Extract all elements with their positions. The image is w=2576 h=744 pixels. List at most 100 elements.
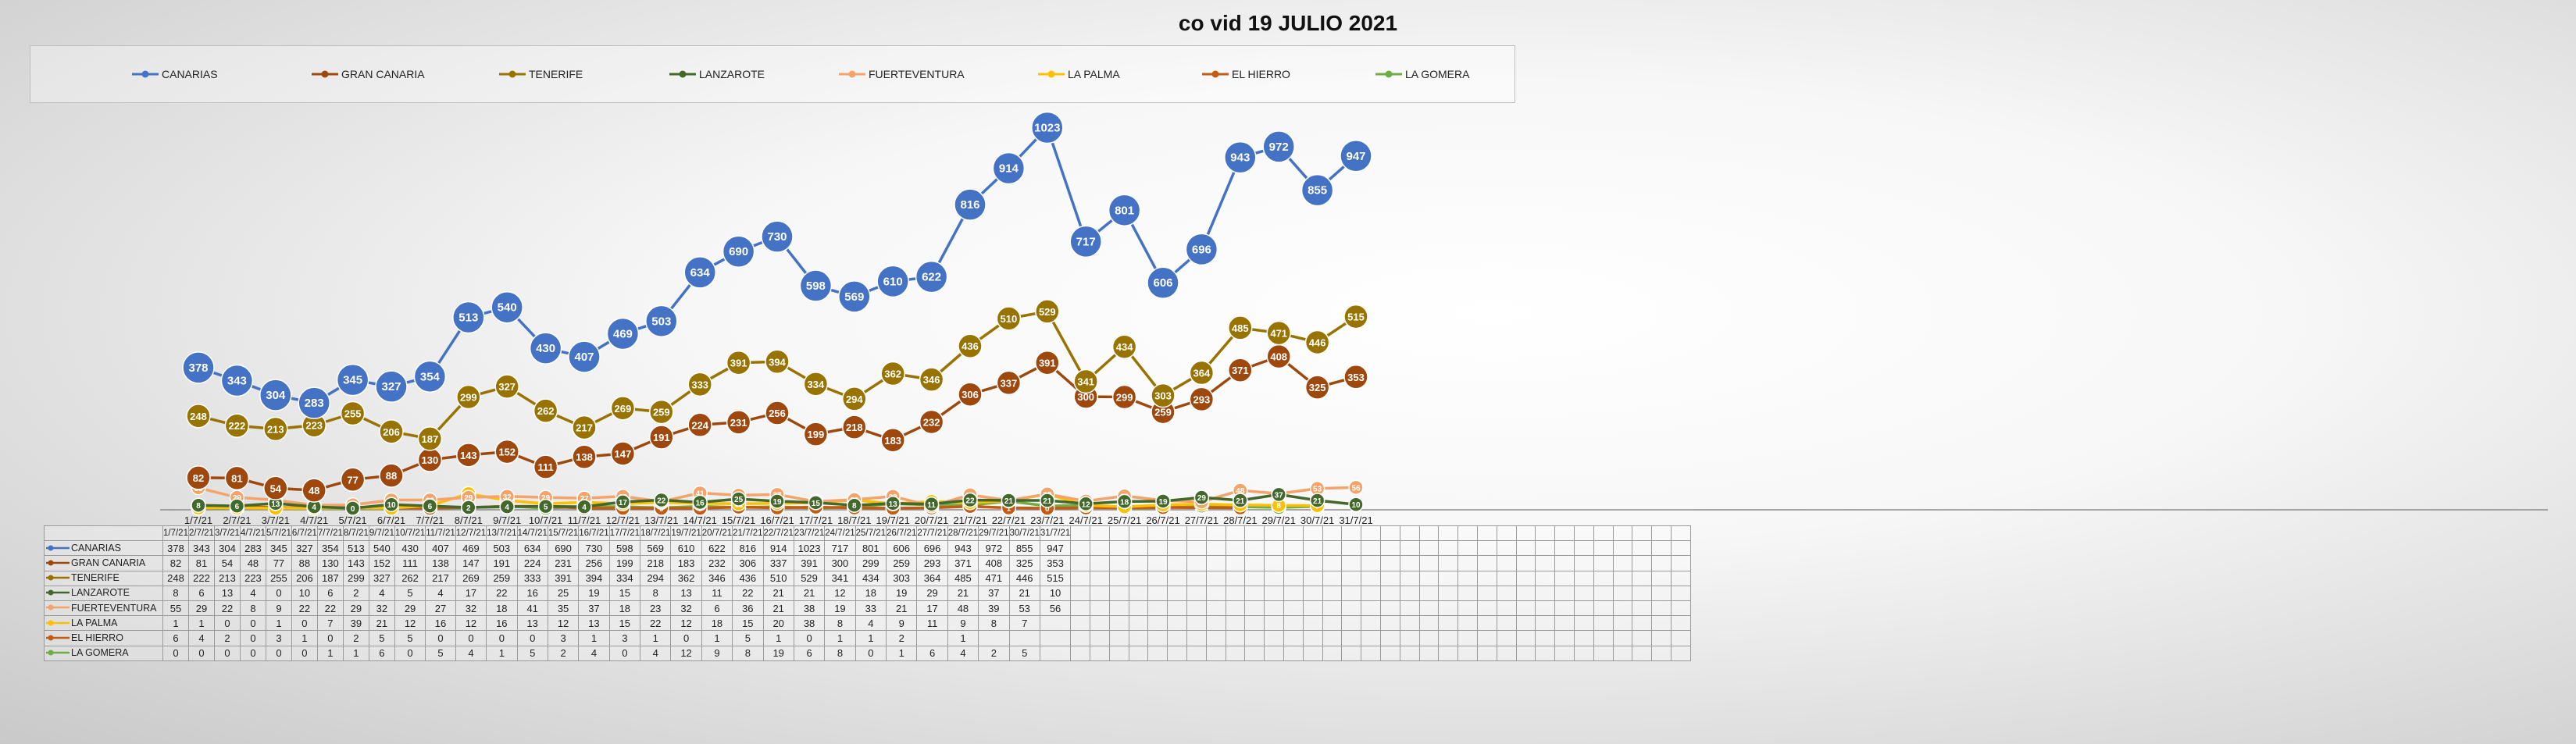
table-empty-cell — [1496, 615, 1517, 632]
table-cell: 16 — [516, 585, 548, 601]
x-tick-label: 7/7/21 — [416, 514, 444, 526]
chart-title: co vid 19 JULIO 2021 — [1178, 11, 1398, 35]
table-empty-cell — [1108, 630, 1129, 646]
data-label: 15 — [812, 500, 821, 508]
table-cell: 304 — [213, 540, 241, 557]
data-point — [375, 370, 408, 403]
table-cell: 2 — [978, 645, 1010, 661]
data-label: 354 — [420, 370, 441, 383]
data-point — [529, 332, 562, 365]
table-empty-cell — [1380, 645, 1400, 661]
data-point — [224, 465, 250, 491]
data-point — [1271, 486, 1286, 503]
table-empty-cell — [1632, 525, 1653, 542]
table-cell: 8 — [239, 600, 266, 617]
table-empty-cell — [1070, 540, 1091, 557]
data-point — [765, 400, 790, 425]
table-empty-cell — [1418, 630, 1440, 646]
table-empty-cell — [1496, 525, 1517, 542]
table-cell: 1 — [855, 630, 887, 646]
table-empty-cell — [1438, 570, 1459, 586]
table-cell: 529 — [793, 570, 826, 586]
table-cell: 408 — [978, 555, 1010, 571]
table-cell: 299 — [342, 570, 369, 586]
table-empty-cell — [1167, 615, 1188, 632]
table-cell: 4 — [947, 645, 979, 661]
table-cell: 21 — [1008, 585, 1040, 601]
table-cell: 22 — [316, 600, 344, 617]
table-empty-cell — [1612, 570, 1633, 586]
data-label: 248 — [190, 411, 207, 422]
table-empty-cell — [1090, 645, 1110, 661]
table-empty-cell — [1651, 630, 1672, 646]
table-cell: 9 — [947, 615, 979, 632]
table-empty-cell — [1476, 600, 1497, 617]
table-cell: 15 — [732, 615, 764, 632]
data-table: 1/7/21 2/7/21 3/7/21 4/7/21 5/7/21 6/7/21 7/7/… — [44, 525, 1691, 661]
table-empty-cell — [1090, 525, 1110, 542]
table-cell: 32 — [670, 600, 702, 617]
table-cell: 4 — [855, 615, 887, 632]
table-cell — [1008, 630, 1040, 646]
data-label: 262 — [537, 405, 555, 417]
table-empty-cell — [1573, 540, 1594, 557]
data-label: 19 — [772, 498, 782, 507]
table-empty-cell — [1554, 540, 1575, 557]
table-cell — [916, 630, 948, 646]
table-empty-cell — [1457, 570, 1478, 586]
table-empty-cell — [1186, 525, 1207, 542]
data-label: 259 — [653, 407, 670, 418]
x-tick-label: 25/7/21 — [1108, 514, 1141, 526]
table-cell: 378 — [162, 540, 189, 557]
legend-marker-icon — [499, 70, 526, 78]
table-empty-cell — [1496, 555, 1517, 571]
data-point — [1343, 304, 1368, 329]
table-empty-cell — [1070, 600, 1091, 617]
table-cell: 19 — [885, 585, 918, 601]
data-point — [263, 475, 288, 501]
table-cell: 48 — [239, 555, 266, 571]
data-label: 469 — [613, 328, 633, 341]
table-empty-cell — [1244, 645, 1265, 661]
data-label: 391 — [1039, 358, 1056, 369]
table-cell: 469 — [455, 540, 487, 557]
data-label: 540 — [498, 301, 517, 315]
data-point — [876, 265, 909, 298]
table-empty-cell — [1535, 600, 1556, 617]
table-cell: 55 — [162, 600, 189, 617]
table-empty-cell — [1573, 630, 1594, 646]
data-point — [769, 493, 785, 509]
table-cell: 13 — [213, 585, 241, 601]
data-label: 1 — [1007, 505, 1011, 514]
data-point — [1001, 493, 1017, 508]
table-empty-cell — [1418, 645, 1440, 661]
data-point — [919, 409, 944, 435]
table-empty-cell — [1070, 615, 1091, 632]
table-cell: 9 — [701, 645, 733, 661]
table-cell: 730 — [578, 540, 610, 557]
table-empty-cell — [1573, 645, 1594, 661]
table-empty-cell — [1535, 630, 1556, 646]
data-label: 943 — [1230, 151, 1250, 165]
table-cell: 1 — [342, 645, 369, 661]
data-point — [880, 428, 905, 453]
data-point — [799, 269, 833, 302]
table-empty-cell — [1612, 585, 1633, 601]
x-tick-label: 24/7/21 — [1069, 514, 1103, 526]
table-empty-cell — [1573, 570, 1594, 586]
table-empty-cell — [1322, 645, 1343, 661]
table-cell: 610 — [670, 540, 702, 557]
table-cell: 0 — [455, 630, 487, 646]
table-empty-cell — [1108, 525, 1129, 542]
table-cell: 353 — [1039, 555, 1072, 571]
data-label: 303 — [1154, 390, 1172, 402]
series-key-icon — [46, 545, 70, 551]
table-cell: 4 — [425, 585, 456, 601]
data-label: 972 — [1269, 141, 1289, 154]
table-cell: 152 — [368, 555, 395, 571]
data-point — [842, 386, 867, 411]
table-cell: 8 — [162, 585, 189, 601]
table-row-header: LA PALMA — [44, 615, 163, 632]
table-cell: 29 — [916, 585, 948, 601]
data-label: 606 — [1153, 276, 1172, 290]
